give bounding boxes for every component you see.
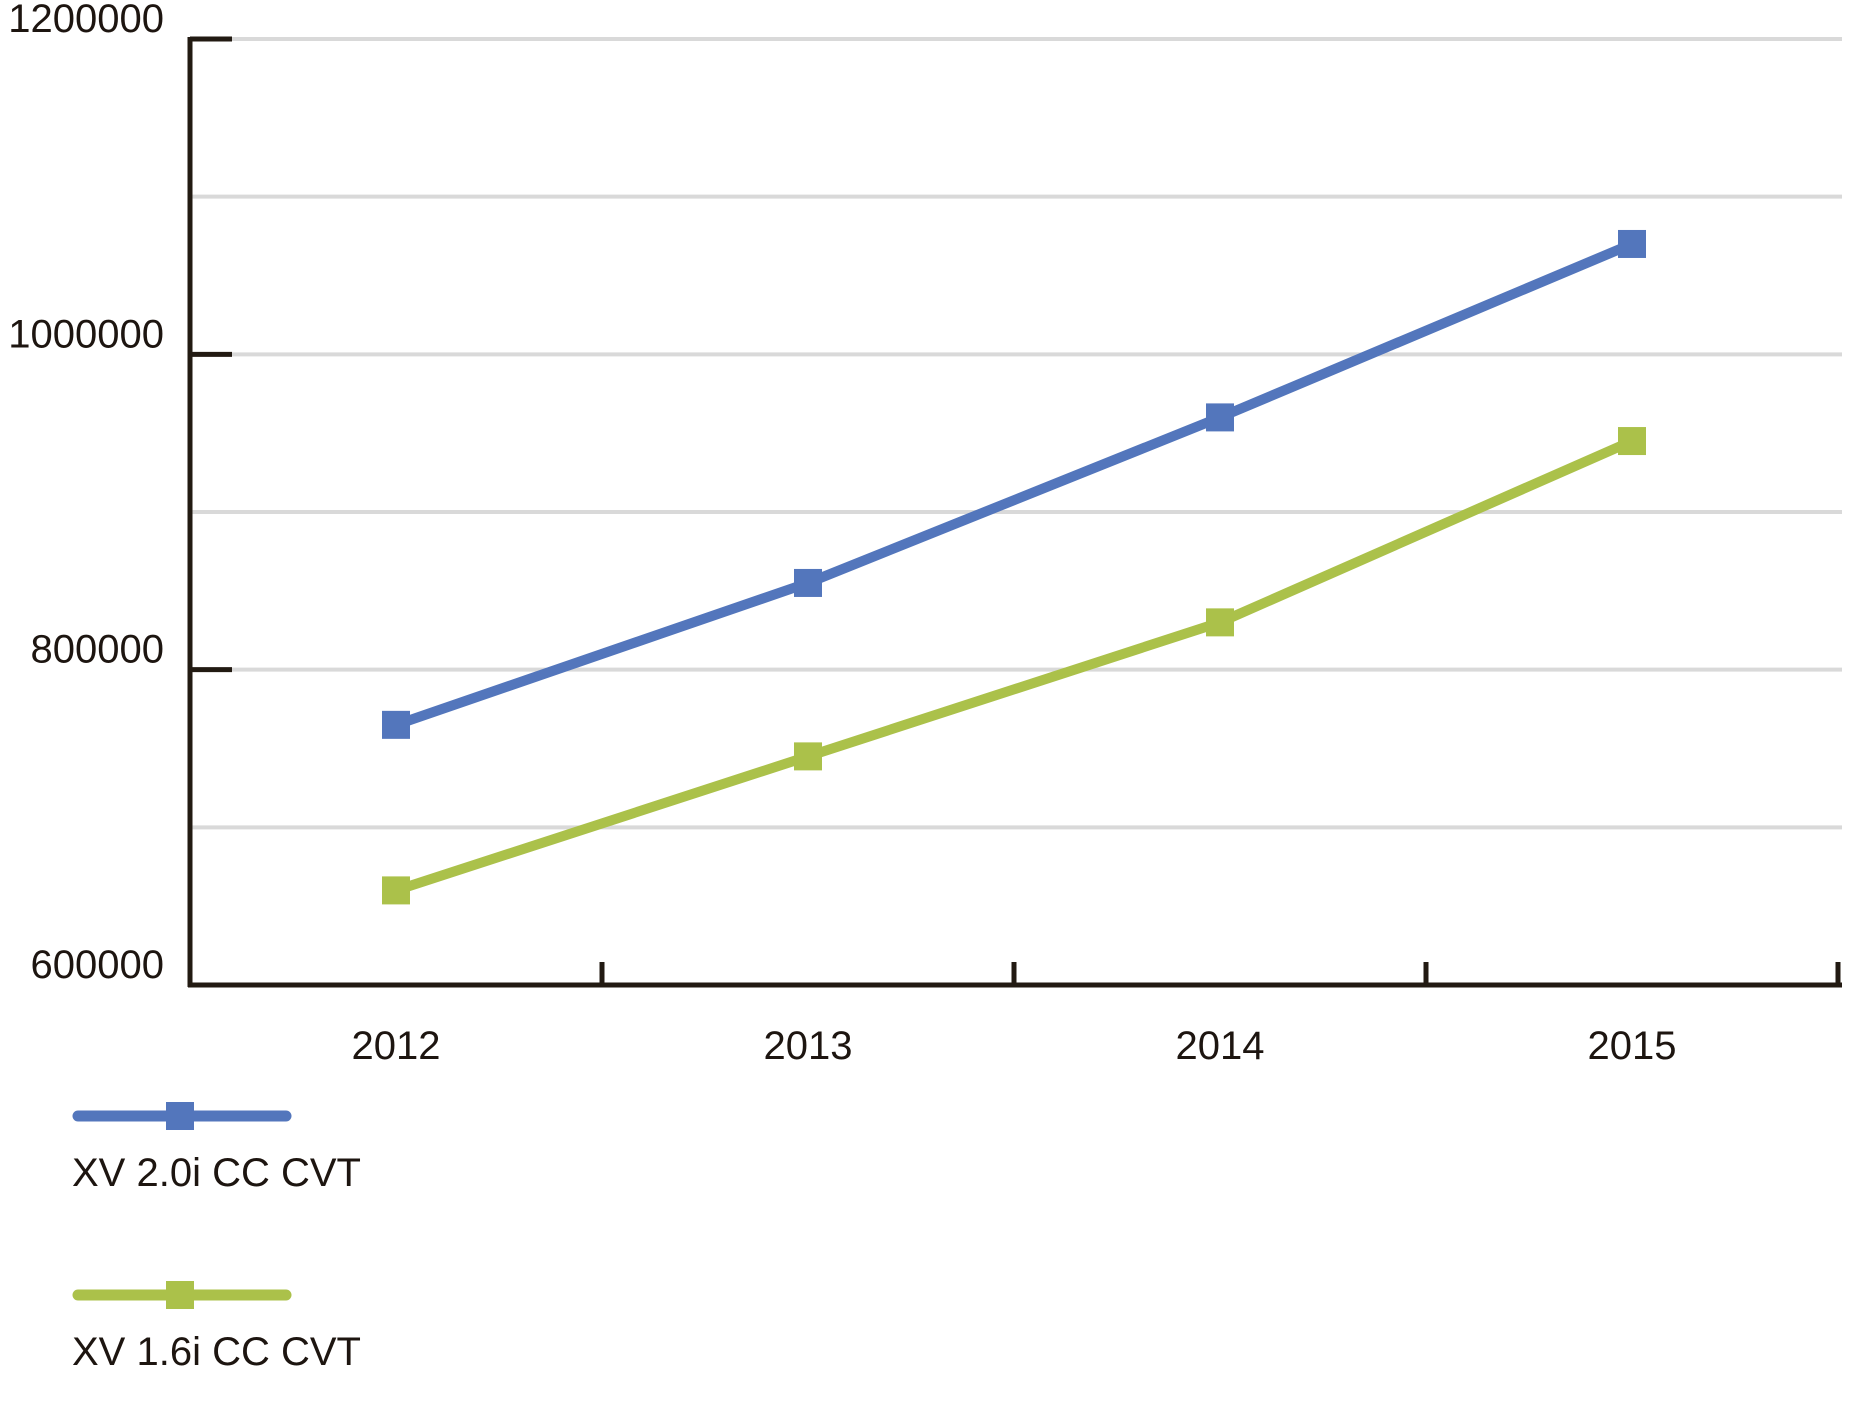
plot-area: 600000 800000 1000000 1200000 2012 2013 2014 20… (8, 0, 1842, 1068)
series-line-2 (394, 436, 1635, 896)
legend-label-series-2: XV 1.6i CC CVT (72, 1330, 361, 1374)
series-line-1 (394, 239, 1634, 730)
x-axis-tick-label: 2013 (764, 1024, 853, 1068)
data-point-series-1-2012 (382, 710, 410, 739)
data-point-series-2-2013 (794, 742, 822, 771)
y-axis-tick-label: 1000000 (8, 312, 164, 356)
data-point-series-2-2014 (1206, 608, 1234, 637)
legend-item-series-2: XV 1.6i CC CVT (72, 1275, 361, 1373)
data-point-series-2-2015 (1618, 427, 1646, 456)
y-axis-tick-label: 600000 (31, 943, 164, 987)
x-axis-tick-label: 2014 (1176, 1024, 1265, 1068)
legend-label-series-1: XV 2.0i CC CVT (72, 1151, 361, 1195)
data-point-series-1-2013 (794, 568, 822, 597)
x-axis-tick-label: 2015 (1588, 1024, 1677, 1068)
legend-swatch-series-2-icon (72, 1281, 292, 1309)
x-axis-tick-label: 2012 (352, 1024, 441, 1068)
data-point-series-2-2012 (382, 876, 410, 905)
legend-swatch-series-1-icon (72, 1102, 292, 1130)
y-axis-tick-label: 1200000 (8, 0, 164, 41)
data-point-series-1-2014 (1206, 403, 1234, 432)
data-point-series-1-2015 (1618, 229, 1646, 258)
y-axis-tick-label: 800000 (31, 628, 164, 672)
legend-item-series-1: XV 2.0i CC CVT (72, 1096, 361, 1194)
